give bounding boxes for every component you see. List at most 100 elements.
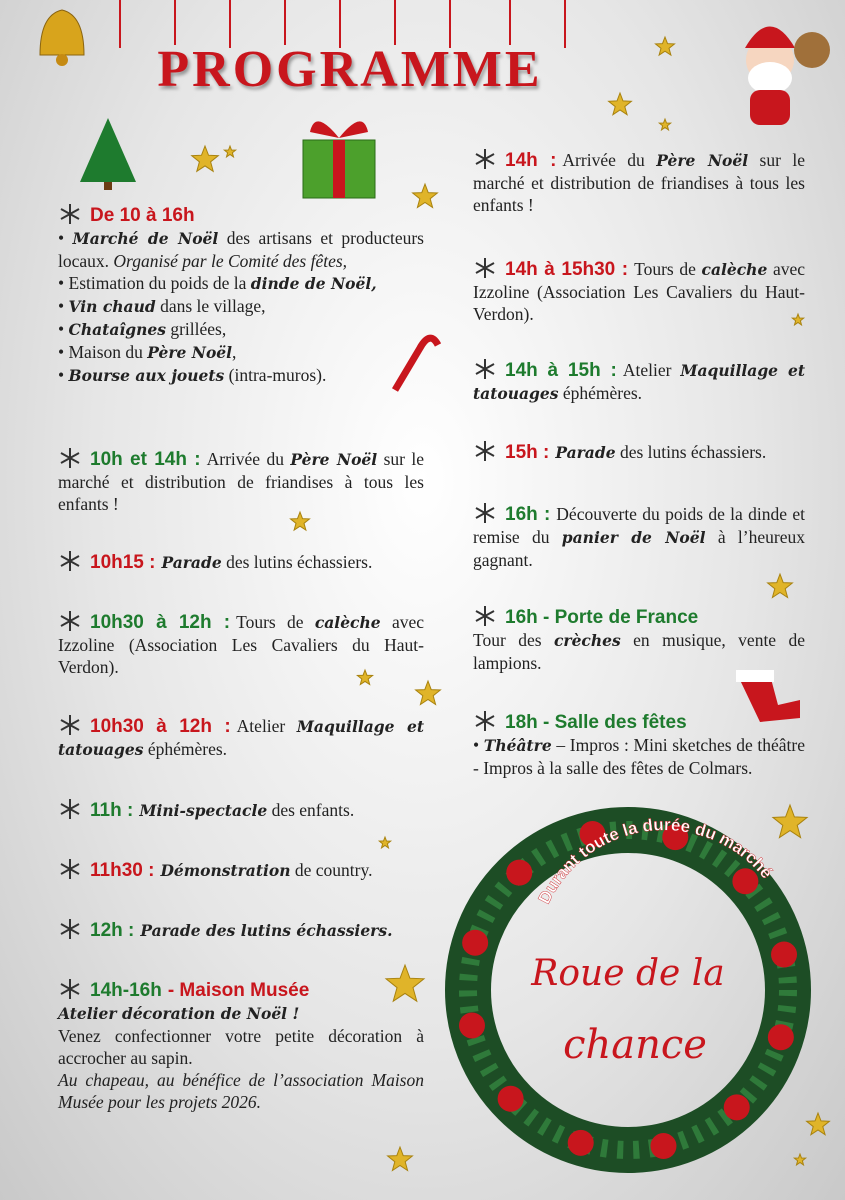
- event-line: • Marché de Noël des artisans et product…: [58, 227, 424, 272]
- icon-flake: [60, 715, 80, 735]
- event-time: 16h :: [505, 504, 551, 525]
- event-time: 15h :: [505, 442, 550, 463]
- text: Arrivée du: [562, 150, 657, 170]
- star: [805, 1111, 831, 1136]
- text: Découverte du poids de la dinde et remis…: [473, 504, 805, 547]
- text: Atelier: [622, 360, 681, 380]
- event-icon: [475, 441, 495, 461]
- berry: [506, 859, 533, 886]
- event-icon: [60, 448, 80, 468]
- event-line: Venez confectionner votre petite décorat…: [58, 1025, 424, 1069]
- text: •: [58, 319, 69, 339]
- icon-flake: [60, 551, 80, 571]
- text: dans le village,: [155, 296, 266, 316]
- event-line: 14h à 15h30 : Tours de calèche avec Izzol…: [473, 257, 805, 325]
- text: • Estimation du poids de la: [58, 273, 251, 293]
- text: •: [58, 296, 69, 316]
- tree: [80, 118, 136, 190]
- berry: [579, 820, 606, 847]
- star: [657, 117, 673, 132]
- text: avec Izzoline (Association Les Cavaliers…: [58, 612, 424, 677]
- event-line: De 10 à 16h: [58, 203, 424, 227]
- star: [190, 144, 220, 173]
- icon-flake: [475, 359, 495, 379]
- event: De 10 à 16h • Marché de Noël des artisans…: [58, 203, 424, 387]
- berry: [723, 1094, 750, 1121]
- highlight: Mini-spectacle: [139, 801, 268, 820]
- star: [771, 803, 809, 839]
- berry: [497, 1085, 524, 1112]
- icon-flake: [475, 258, 495, 278]
- highlight: Chataîgnes: [68, 320, 166, 339]
- event-time: 10h30 à 12h :: [90, 612, 231, 633]
- event: 10h et 14h : Arrivée du Père Noël sur le …: [58, 447, 424, 515]
- text: des lutins échassiers.: [615, 442, 767, 462]
- event-time: 10h et 14h :: [90, 449, 201, 470]
- highlight: Maquillage et tatouages: [58, 717, 424, 759]
- text: des lutins échassiers.: [221, 552, 373, 572]
- event-time: 14h-16h: [90, 980, 162, 1001]
- hanging-strings: [119, 0, 566, 48]
- event: 11h30 : Démonstration de country.: [58, 858, 424, 882]
- wreath: Durant toute la durée du marché Roue de …: [445, 807, 811, 1173]
- event-icon: [475, 149, 495, 169]
- event-line: 15h : Parade des lutins échassiers.: [473, 440, 805, 464]
- event-icon: [475, 711, 495, 731]
- event-line: • Estimation du poids de la dinde de Noë…: [58, 272, 424, 295]
- text: en musique, vente de lampions.: [473, 630, 806, 673]
- event-line: 14h à 15h : Atelier Maquillage et tatouag…: [473, 358, 805, 405]
- event-time: 14h à 15h :: [505, 360, 617, 381]
- event-icon: [60, 859, 80, 879]
- berry: [732, 868, 759, 895]
- event-icon: [60, 979, 80, 999]
- text: avec Izzoline (Association Les Cavaliers…: [473, 259, 805, 324]
- icon-flake: [475, 149, 495, 169]
- highlight: Atelier décoration de Noël !: [58, 1004, 300, 1023]
- icon-flake: [60, 859, 80, 879]
- event-line: 14h-16h - Maison Musée: [58, 978, 424, 1002]
- event: 14h : Arrivée du Père Noël sur le marché …: [473, 148, 805, 216]
- event-time: 11h :: [90, 800, 134, 821]
- event-time: 10h15 :: [90, 552, 156, 573]
- text: Arrivée du: [206, 449, 291, 469]
- text: • Maison du: [58, 342, 148, 362]
- highlight: calèche: [701, 260, 768, 279]
- event-icon: [60, 611, 80, 631]
- text: Tour des: [473, 630, 554, 650]
- highlight: calèche: [314, 613, 381, 632]
- text: à l’heureux gagnant.: [473, 527, 805, 570]
- text: des enfants.: [267, 800, 355, 820]
- event: 14h-16h - Maison Musée Atelier décoration …: [58, 978, 424, 1113]
- text: •: [473, 735, 484, 755]
- highlight: Père Noël: [147, 343, 233, 362]
- santa: [745, 26, 830, 125]
- highlight: Père Noël: [290, 450, 378, 469]
- event-line: 10h et 14h : Arrivée du Père Noël sur le …: [58, 447, 424, 515]
- event-line: Atelier décoration de Noël !: [58, 1002, 424, 1025]
- text: éphémères.: [143, 739, 228, 759]
- text: sur le marché et distribution de friandi…: [473, 150, 805, 215]
- event-icon: [60, 799, 80, 819]
- event-line: • Théâtre – Impros : Mini sketches de th…: [473, 734, 805, 779]
- event-line: 10h15 : Parade des lutins échassiers.: [58, 550, 424, 574]
- icon-flake: [60, 448, 80, 468]
- event-icon: [60, 715, 80, 735]
- event-line: 16h : Découverte du poids de la dinde et …: [473, 502, 805, 571]
- text: Atelier: [236, 716, 297, 736]
- highlight: crèches: [553, 631, 621, 650]
- star: [792, 1152, 808, 1167]
- star: [222, 144, 238, 159]
- event-icon: [60, 919, 80, 939]
- text: (intra-muros).: [224, 365, 327, 385]
- star: [377, 835, 393, 850]
- icon-flake: [60, 611, 80, 631]
- event: 18h - Salle des fêtes • Théâtre – Impros …: [473, 710, 805, 779]
- event-time: 16h - Porte de France: [505, 607, 699, 628]
- gift: [302, 121, 376, 199]
- berry: [767, 1024, 794, 1051]
- event: 16h : Découverte du poids de la dinde et …: [473, 502, 805, 571]
- event-icon: [475, 258, 495, 278]
- event-line: 14h : Arrivée du Père Noël sur le marché …: [473, 148, 805, 216]
- event-time: 14h à 15h30 :: [505, 259, 629, 280]
